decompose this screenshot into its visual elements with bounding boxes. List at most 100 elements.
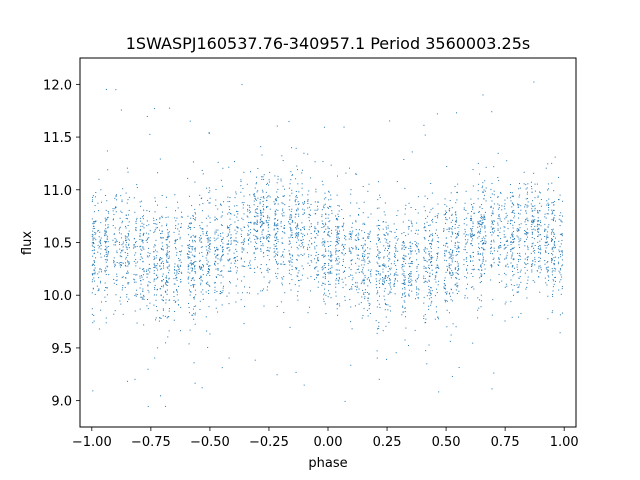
data-point	[314, 230, 316, 232]
data-point	[431, 220, 433, 222]
data-point	[318, 281, 320, 283]
data-point	[280, 222, 282, 224]
data-point	[368, 308, 370, 310]
data-point	[303, 234, 305, 236]
data-point	[436, 241, 438, 242]
data-point	[328, 246, 330, 248]
data-point	[276, 242, 277, 244]
data-point	[484, 218, 486, 220]
data-point	[127, 233, 129, 235]
data-point	[417, 297, 419, 299]
data-point	[113, 260, 115, 262]
data-point	[491, 231, 493, 233]
y-axis: 9.09.510.010.511.011.512.0	[43, 78, 80, 410]
data-point	[473, 268, 475, 270]
data-point	[525, 188, 527, 190]
data-point	[551, 230, 553, 232]
data-point	[547, 231, 549, 233]
data-point	[490, 205, 492, 207]
data-point	[384, 238, 386, 240]
data-point	[181, 245, 183, 247]
data-point	[309, 206, 311, 208]
data-point	[525, 253, 526, 255]
data-point	[411, 223, 413, 225]
data-point	[445, 249, 447, 251]
data-point	[449, 217, 451, 219]
data-point	[269, 217, 271, 219]
data-point	[207, 284, 209, 286]
data-point	[342, 249, 344, 251]
data-point	[189, 262, 191, 264]
data-point	[167, 244, 169, 246]
data-point	[175, 254, 177, 256]
data-point	[394, 257, 396, 259]
data-point	[127, 199, 129, 201]
data-point	[513, 217, 515, 219]
data-point	[99, 268, 101, 270]
data-point	[444, 284, 446, 286]
data-point	[327, 226, 329, 228]
data-point	[156, 263, 158, 265]
data-point	[390, 267, 392, 269]
data-point	[194, 312, 196, 314]
data-point	[317, 223, 319, 225]
data-point	[292, 221, 294, 223]
data-point	[321, 254, 323, 256]
data-point	[417, 264, 419, 266]
data-point	[544, 213, 546, 215]
data-point	[255, 212, 257, 214]
data-point	[276, 191, 278, 193]
data-point	[229, 209, 231, 211]
data-point	[141, 222, 143, 224]
data-point	[290, 289, 292, 291]
data-point	[301, 274, 303, 276]
data-point	[449, 271, 451, 273]
data-point	[146, 220, 148, 222]
data-point	[546, 238, 548, 240]
data-point	[424, 229, 426, 231]
data-point	[289, 283, 291, 285]
data-point	[228, 166, 230, 168]
data-point	[247, 210, 249, 212]
data-point	[280, 180, 282, 182]
data-point	[393, 283, 395, 285]
data-point	[269, 208, 271, 210]
data-point	[349, 234, 351, 236]
data-point	[163, 267, 165, 269]
data-point	[282, 210, 284, 212]
data-point	[307, 194, 309, 196]
data-point	[254, 229, 256, 231]
data-point	[511, 192, 513, 194]
data-point	[342, 287, 344, 289]
data-point	[154, 257, 156, 259]
data-point	[302, 236, 304, 238]
data-point	[454, 267, 456, 269]
data-point	[165, 196, 167, 198]
data-point	[200, 282, 202, 284]
data-point	[537, 246, 539, 248]
data-point	[253, 223, 255, 225]
data-point	[275, 253, 277, 255]
data-point	[401, 267, 403, 269]
data-point	[513, 241, 515, 243]
data-point	[405, 327, 407, 329]
data-point	[261, 225, 263, 227]
data-point	[409, 275, 411, 277]
data-point	[114, 310, 116, 312]
data-point	[275, 232, 277, 234]
data-point	[161, 225, 163, 227]
data-point	[411, 243, 413, 245]
data-point	[176, 238, 178, 240]
data-point	[490, 241, 492, 243]
data-point	[275, 260, 277, 262]
data-point	[227, 233, 229, 235]
data-point	[300, 253, 302, 255]
data-point	[261, 176, 263, 178]
data-point	[551, 271, 553, 273]
data-point	[355, 221, 357, 223]
data-point	[363, 257, 365, 259]
data-point	[254, 209, 256, 211]
data-point	[445, 217, 447, 219]
data-point	[328, 199, 330, 201]
data-point	[135, 219, 137, 221]
